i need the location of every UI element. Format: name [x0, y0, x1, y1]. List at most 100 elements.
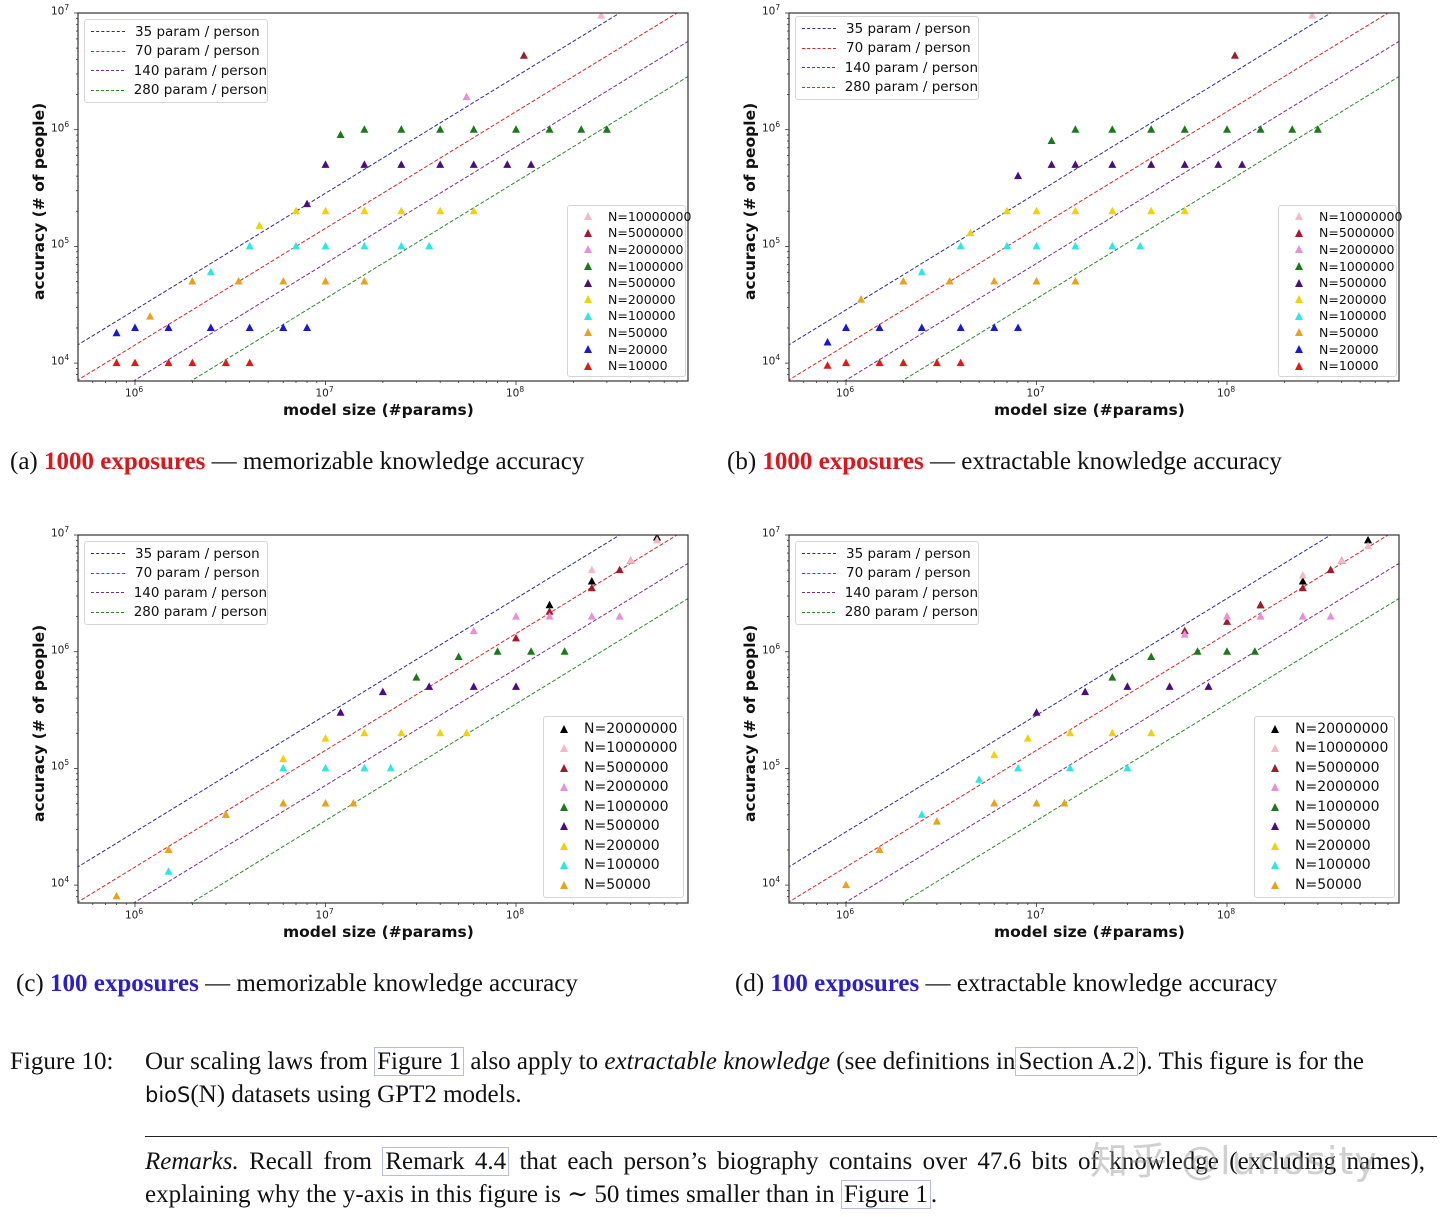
tick-label: 105: [762, 236, 781, 251]
legend-label: 70 param / person: [846, 565, 971, 582]
legend-item: 140 param / person: [85, 583, 267, 603]
triangle-marker-icon: [584, 228, 592, 237]
legend-label: N=20000: [608, 341, 668, 357]
legend-label: N=50000: [1295, 876, 1362, 893]
tick-label: 106: [125, 385, 144, 400]
legend-item: N=2000000: [544, 778, 683, 798]
legend-item: N=200000: [1279, 291, 1396, 308]
dataset-arg: (N): [190, 1081, 226, 1108]
figure-caption: Figure 10: Our scaling laws from Figure …: [10, 1045, 1430, 1112]
legend-label: 35 param / person: [135, 23, 260, 40]
figure-1-link[interactable]: Figure 1: [840, 1180, 931, 1209]
dashed-line-icon: [802, 572, 836, 574]
legend-item: N=100000: [1279, 308, 1396, 325]
subcaption-highlight: 100 exposures: [770, 970, 920, 997]
tick-label: 107: [1026, 907, 1045, 922]
plot-area-a: [74, 12, 689, 385]
legend-item: N=50000: [544, 875, 683, 895]
legend-item: 35 param / person: [85, 544, 267, 564]
tick-label: 107: [762, 3, 781, 18]
chart-panel-c: accuracy (# of people) model size (#para…: [0, 522, 720, 962]
triangle-marker-icon: [560, 783, 568, 792]
legend-label: 35 param / person: [846, 545, 971, 562]
legend-item: N=500000: [568, 274, 685, 291]
triangle-marker-icon: [1271, 744, 1279, 753]
n-legend: N=10000000 N=5000000 N=2000000 N=1000000 N=5…: [567, 205, 691, 377]
legend-item: N=20000: [568, 341, 685, 358]
legend-item: 70 param / person: [85, 42, 267, 62]
remark-4-4-link[interactable]: Remark 4.4: [382, 1147, 510, 1176]
dashed-line-icon: [91, 70, 124, 72]
triangle-marker-icon: [1295, 311, 1303, 320]
triangle-marker-icon: [584, 328, 592, 337]
remarks-label: Remarks.: [145, 1148, 239, 1175]
legend-item: N=100000: [568, 308, 685, 325]
figure-label: Figure 10:: [10, 1048, 114, 1075]
triangle-marker-icon: [1271, 861, 1279, 870]
legend-item: N=200000: [544, 836, 683, 856]
legend-label: 140 param / person: [133, 584, 267, 601]
y-axis-label: accuracy (# of people): [30, 624, 48, 822]
legend-label: N=20000: [1319, 341, 1379, 357]
line-legend: 35 param / person 70 param / person 140 pa…: [84, 541, 268, 625]
legend-label: 35 param / person: [135, 545, 260, 562]
legend-item: 280 param / person: [85, 81, 267, 101]
legend-label: N=5000000: [1319, 225, 1395, 241]
plot-area-b: [785, 12, 1400, 385]
triangle-marker-icon: [584, 212, 592, 221]
triangle-marker-icon: [1295, 295, 1303, 304]
tick-label: 108: [506, 907, 525, 922]
triangle-marker-icon: [560, 822, 568, 831]
triangle-marker-icon: [1295, 328, 1303, 337]
subcaption-label: (b): [727, 448, 757, 475]
dashed-line-icon: [91, 50, 125, 52]
chart-panel-b: accuracy (# of people) model size (#para…: [711, 0, 1431, 440]
subcaption-label: (a): [10, 448, 38, 475]
legend-item: N=100000: [544, 856, 683, 876]
triangle-marker-icon: [584, 278, 592, 287]
triangle-marker-icon: [560, 880, 568, 889]
legend-item: N=20000000: [544, 719, 683, 739]
subcaption-text: — extractable knowledge accuracy: [919, 970, 1278, 997]
line-legend: 35 param / person 70 param / person 140 pa…: [795, 16, 979, 100]
triangle-marker-icon: [584, 295, 592, 304]
legend-label: N=50000: [584, 876, 651, 893]
triangle-marker-icon: [1295, 212, 1303, 221]
tick-label: 105: [51, 236, 70, 251]
tick-label: 106: [762, 119, 781, 135]
caption-text: (see definitions in: [836, 1048, 1016, 1075]
legend-item: 280 param / person: [796, 78, 978, 98]
triangle-marker-icon: [1271, 841, 1279, 850]
legend-item: 140 param / person: [796, 58, 978, 78]
figure-1-link[interactable]: Figure 1: [374, 1047, 465, 1076]
legend-label: 70 param / person: [846, 40, 971, 57]
triangle-marker-icon: [1271, 724, 1279, 733]
triangle-marker-icon: [1295, 262, 1303, 271]
x-axis-label: model size (#params): [994, 401, 1185, 419]
triangle-marker-icon: [584, 262, 592, 271]
subcaption-label: (c): [16, 970, 44, 997]
legend-label: N=500000: [584, 818, 660, 835]
legend-item: N=50000: [1255, 875, 1394, 895]
legend-label: 280 param / person: [133, 82, 267, 99]
tick-label: 106: [51, 119, 70, 135]
legend-label: 280 param / person: [844, 604, 978, 621]
dashed-line-icon: [802, 592, 835, 594]
y-axis-label: accuracy (# of people): [741, 102, 759, 300]
y-axis-label: accuracy (# of people): [30, 102, 48, 300]
legend-label: 140 param / person: [844, 59, 978, 76]
legend-label: 70 param / person: [135, 43, 260, 60]
legend-item: N=50000: [1279, 324, 1396, 341]
caption-text: ). This figure is for the: [1138, 1048, 1364, 1075]
legend-item: N=500000: [544, 817, 683, 837]
dashed-line-icon: [802, 611, 835, 613]
subcaption-highlight: 1000 exposures: [762, 448, 924, 475]
chart-panel-d: accuracy (# of people) model size (#para…: [711, 522, 1431, 962]
legend-item: N=2000000: [568, 241, 685, 258]
dashed-line-icon: [802, 67, 835, 69]
n-legend: N=20000000 N=10000000 N=5000000 N=2000000 N=…: [543, 716, 684, 898]
section-a2-link[interactable]: Section A.2: [1015, 1047, 1139, 1076]
legend-label: N=10000000: [1319, 208, 1403, 224]
subcaption-text: — extractable knowledge accuracy: [923, 448, 1282, 475]
line-legend: 35 param / person 70 param / person 140 pa…: [795, 541, 979, 625]
